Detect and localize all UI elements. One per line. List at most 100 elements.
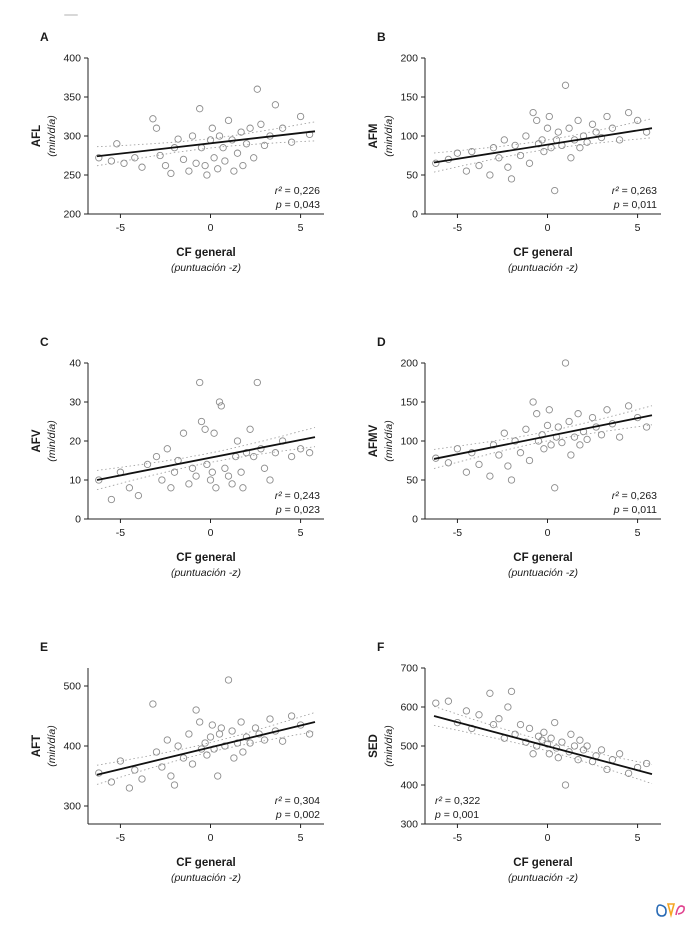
data-point — [516, 720, 525, 729]
data-point — [561, 781, 570, 789]
data-point — [495, 451, 503, 459]
data-point — [603, 112, 611, 121]
data-point — [203, 751, 211, 759]
data-point — [305, 449, 314, 457]
y-tick-label: 400 — [400, 780, 418, 792]
data-point — [567, 730, 575, 738]
data-point — [565, 417, 573, 426]
scatter-plot-afmv: 0 50 100 150 200 -5 0 5 AFMV (min/día) CF general (… — [368, 358, 661, 579]
data-points — [432, 687, 651, 789]
data-point — [152, 748, 161, 756]
data-point — [95, 476, 103, 484]
data-point — [215, 398, 224, 406]
data-point — [547, 144, 555, 152]
data-point — [260, 736, 269, 744]
panel-label: C — [40, 335, 49, 349]
data-point — [230, 167, 238, 175]
stats-p: p = 0,011 — [613, 504, 657, 516]
data-point — [551, 186, 559, 195]
data-point — [228, 727, 236, 735]
data-point — [287, 138, 296, 146]
data-point — [567, 154, 575, 162]
data-point — [237, 718, 245, 726]
data-point — [266, 715, 274, 723]
x-tick-label: 5 — [635, 222, 641, 234]
data-point — [188, 760, 197, 768]
data-point — [201, 425, 209, 433]
data-point — [489, 441, 498, 449]
y-tick-label: 40 — [69, 358, 81, 370]
data-point — [131, 766, 139, 774]
data-point — [271, 449, 280, 457]
data-point — [462, 707, 471, 715]
data-point — [233, 739, 242, 747]
data-point — [174, 742, 182, 750]
data-point — [597, 431, 606, 439]
data-point — [113, 140, 121, 148]
y-tick-label: 150 — [400, 397, 418, 409]
y-axis-label: AFM (min/día) — [368, 115, 395, 156]
x-tick-label: -5 — [116, 222, 125, 234]
stats-r2: r² = 0,304 — [275, 795, 320, 807]
x-tick-label: 5 — [635, 832, 641, 844]
data-point — [266, 476, 274, 484]
data-point — [170, 781, 179, 789]
data-point — [246, 124, 254, 132]
scatter-plot-afv: 0 10 20 30 40 -5 0 5 AFV (min/día) CF general (punt… — [31, 358, 324, 579]
data-point — [278, 737, 287, 745]
panel-C: C 0 10 20 30 40 -5 0 5 AFV (min/día) CF general (pu… — [16, 335, 351, 586]
x-axis-sublabel: (puntuación -z) — [171, 262, 241, 274]
x-axis-label: CF general — [176, 552, 235, 564]
data-point — [217, 402, 225, 410]
data-point — [210, 429, 218, 437]
data-point — [500, 136, 508, 144]
y-tick-label: 0 — [412, 209, 418, 221]
x-tick-label: -5 — [453, 832, 462, 844]
data-point — [525, 456, 534, 465]
data-point — [152, 124, 161, 132]
data-point — [134, 491, 143, 500]
data-point — [201, 739, 209, 747]
x-axis-label: CF general — [513, 247, 572, 259]
data-point — [217, 724, 225, 732]
data-point — [576, 144, 584, 152]
x-axis-label: CF general — [513, 857, 572, 869]
x-tick-label: 0 — [208, 832, 214, 844]
data-point — [219, 144, 227, 152]
data-point — [543, 421, 552, 430]
confidence-band — [96, 446, 316, 490]
data-point — [529, 398, 537, 406]
data-point — [570, 433, 579, 441]
stats-p: p = 0,011 — [613, 199, 657, 211]
data-point — [468, 147, 476, 156]
x-tick-label: -5 — [453, 222, 462, 234]
y-tick-label: 30 — [69, 397, 81, 409]
data-point — [185, 167, 193, 175]
data-point — [107, 778, 116, 786]
data-point — [597, 746, 606, 754]
stats-r2: r² = 0,263 — [612, 490, 657, 502]
data-point — [545, 406, 553, 414]
data-point — [507, 476, 516, 484]
data-point — [251, 724, 260, 732]
data-point — [534, 732, 543, 740]
data-points — [432, 359, 651, 492]
data-point — [547, 441, 555, 449]
data-points — [95, 676, 314, 792]
data-point — [597, 133, 606, 142]
data-point — [201, 161, 209, 170]
data-point — [624, 402, 633, 410]
confidence-band — [433, 706, 653, 765]
data-point — [214, 165, 222, 173]
data-point — [197, 417, 206, 426]
stats-r2: r² = 0,243 — [275, 490, 320, 502]
data-point — [242, 140, 251, 148]
y-tick-label: 100 — [400, 436, 418, 448]
data-point — [540, 147, 548, 156]
data-points — [95, 85, 314, 179]
data-point — [554, 423, 562, 431]
data-point — [158, 763, 166, 771]
data-point — [161, 161, 170, 170]
scatter-plot-aft: 300 400 500 -5 0 5 AFT (min/día) CF general (punt… — [31, 668, 324, 884]
stats-p: p = 0,043 — [275, 199, 320, 211]
